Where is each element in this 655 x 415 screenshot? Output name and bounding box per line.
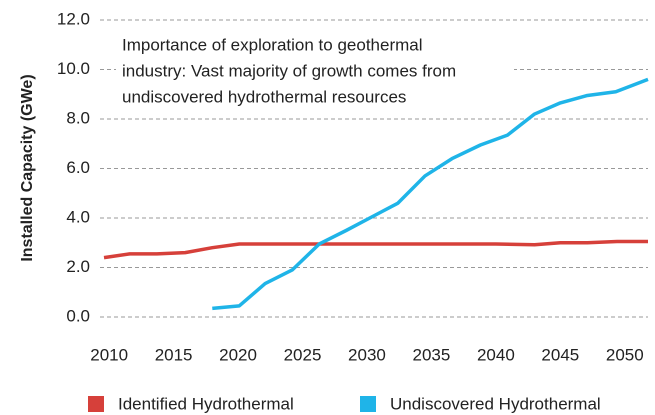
x-tick-label: 2020 (219, 345, 257, 364)
series-line (212, 77, 649, 311)
x-tick-label: 2025 (284, 345, 322, 364)
x-tick-label: 2040 (477, 345, 515, 364)
legend-label: Identified Hydrothermal (118, 394, 294, 413)
x-tick-label: 2050 (606, 345, 644, 364)
x-tick-label: 2030 (348, 345, 386, 364)
y-tick-label: 4.0 (66, 207, 90, 226)
y-tick-label: 10.0 (57, 59, 90, 78)
y-tick-label: 12.0 (57, 9, 90, 28)
y-tick-label: 8.0 (66, 108, 90, 127)
x-tick-label: 2035 (413, 345, 451, 364)
legend-label: Undiscovered Hydrothermal (390, 394, 601, 413)
x-tick-label: 2045 (541, 345, 579, 364)
y-tick-label: 0.0 (66, 306, 90, 325)
series-line (103, 239, 648, 260)
annotation: industry: Vast majority of growth comes … (122, 61, 456, 80)
annotation: undiscovered hydrothermal resources (122, 87, 406, 106)
y-tick-label: 6.0 (66, 158, 90, 177)
x-tick-label: 2010 (90, 345, 128, 364)
annotation-background (116, 32, 514, 116)
x-tick-label: 2015 (155, 345, 193, 364)
legend-swatch (88, 396, 104, 412)
annotation: Importance of exploration to geothermal (122, 35, 423, 54)
legend-swatch (360, 396, 376, 412)
y-tick-label: 2.0 (66, 257, 90, 276)
y-axis-label: Installed Capacity (GWe) (19, 74, 36, 261)
